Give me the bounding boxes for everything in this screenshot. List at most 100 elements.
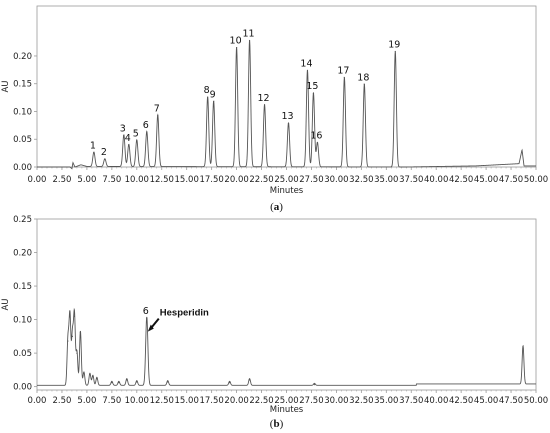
x-tick-label: 5.00 [77, 396, 96, 406]
peak-point [236, 47, 238, 49]
x-tick-label: 45.00 [474, 175, 498, 185]
peak-point [248, 379, 251, 381]
peak-point [287, 122, 290, 124]
x-tick-label: 30.00 [324, 396, 348, 406]
peak-point [89, 373, 91, 376]
peak-label: 3 [120, 123, 126, 134]
x-axis-label: Minutes [270, 186, 304, 196]
peak-point [76, 352, 78, 354]
x-tick-label: 17.50 [199, 175, 223, 185]
x-tick-label: 10.00 [125, 396, 149, 406]
peak-label: 4 [125, 133, 131, 144]
x-tick-label: 0.00 [28, 396, 47, 406]
x-tick-label: 42.50 [449, 396, 473, 406]
x-tick-label: 20.00 [224, 175, 248, 185]
peak-point [146, 131, 148, 133]
peak-label: 12 [257, 93, 269, 104]
x-axis-label: Minutes [270, 405, 304, 415]
y-tick-label: 0.20 [13, 249, 32, 259]
x-tick-label: 40.00 [424, 175, 448, 185]
peak-point [123, 134, 125, 136]
y-tick-label: 0.00 [13, 383, 32, 393]
x-tick-label: 5.00 [77, 175, 96, 185]
y-tick-label: 0.10 [13, 107, 32, 117]
peak-point [136, 139, 138, 141]
x-tick-label: 12.50 [150, 175, 174, 185]
x-tick-label: 27.50 [299, 175, 323, 185]
peak-label: 2 [101, 147, 107, 158]
x-tick-label: 25.00 [274, 175, 298, 185]
panel-label: (a) [270, 201, 283, 213]
chart-panel-b: 0.00 0.05 0.10 0.15 0.20 0.25 0.00 2.50 5.00 7.50… [1, 215, 548, 430]
peak-point [522, 347, 524, 350]
x-tick-label: 45.00 [474, 396, 498, 406]
peak-label: 6 [143, 120, 149, 131]
peak-point [306, 69, 309, 71]
y-tick-label: 0.10 [13, 316, 32, 326]
peak-point [157, 114, 159, 116]
peak-label: 17 [337, 66, 349, 77]
y-tick-label: 0.05 [13, 349, 32, 359]
peak-label: 1 [90, 141, 96, 152]
peak-point [146, 317, 148, 319]
peak-point [229, 382, 231, 384]
x-tick-label: 32.50 [349, 175, 373, 185]
x-tick-label: 30.00 [324, 175, 348, 185]
x-tick-label: 7.50 [102, 175, 121, 185]
peak-label: 6 [143, 306, 149, 317]
x-tick-label: 2.50 [52, 175, 71, 185]
peak-point [79, 331, 82, 333]
x-tick-label: 15.00 [175, 175, 199, 185]
chromatogram-trace [37, 307, 536, 386]
x-tick-label: 10.00 [125, 175, 149, 185]
peak-point [213, 100, 215, 103]
x-tick-label: 15.00 [175, 396, 199, 406]
annotation-arrowhead [147, 324, 154, 332]
peak-point [394, 50, 396, 53]
plot-frame [36, 218, 537, 391]
x-tick-label: 47.50 [499, 396, 523, 406]
x-tick-label: 22.50 [249, 396, 273, 406]
peak-label: 11 [243, 28, 255, 39]
peak-point [313, 384, 316, 386]
y-axis-label: AU [1, 80, 11, 92]
x-tick-label: 32.50 [349, 396, 373, 406]
peak-point [128, 144, 130, 146]
x-tick-label: 40.00 [424, 396, 448, 406]
peak-point [104, 158, 106, 160]
peak-point [67, 340, 69, 342]
y-axis-label: AU [1, 298, 11, 310]
peak-point [248, 39, 251, 42]
peak-point [263, 104, 266, 106]
peak-point [73, 315, 76, 317]
y-tick-label: 0.15 [13, 80, 32, 90]
plot-frame [36, 5, 537, 168]
x-tick-label: 12.50 [150, 396, 174, 406]
peak-label: 10 [230, 36, 242, 47]
x-tick-label: 50.00 [524, 175, 548, 185]
peak-point [118, 382, 120, 384]
x-tick-label: 42.50 [449, 175, 473, 185]
x-tick-label: 17.50 [199, 396, 223, 406]
peak-point [126, 379, 128, 381]
y-tick-label: 0.20 [13, 52, 32, 62]
x-tick-label: 35.00 [374, 396, 398, 406]
y-tick-label: 0.05 [13, 135, 32, 145]
peak-point [363, 83, 365, 85]
chromatogram-trace [37, 40, 536, 170]
peak-label: 19 [388, 40, 400, 51]
chart-panel-a: 0.00 0.05 0.10 0.15 0.20 0.00 2.50 5.00 7.50 10.0… [1, 5, 548, 213]
hesperidin-annotation: Hesperidin [160, 308, 209, 319]
peak-point [207, 96, 209, 98]
peak-label: 18 [357, 72, 369, 83]
x-tick-label: 47.50 [499, 175, 523, 185]
peak-label: 8 [204, 85, 210, 96]
peak-label: 16 [310, 131, 322, 142]
peak-label: 7 [154, 103, 160, 114]
x-tick-label: 7.50 [102, 396, 121, 406]
peak-point [83, 372, 85, 374]
x-tick-label: 20.00 [224, 396, 248, 406]
peak-point [343, 77, 345, 79]
peak-label: 14 [300, 58, 312, 69]
